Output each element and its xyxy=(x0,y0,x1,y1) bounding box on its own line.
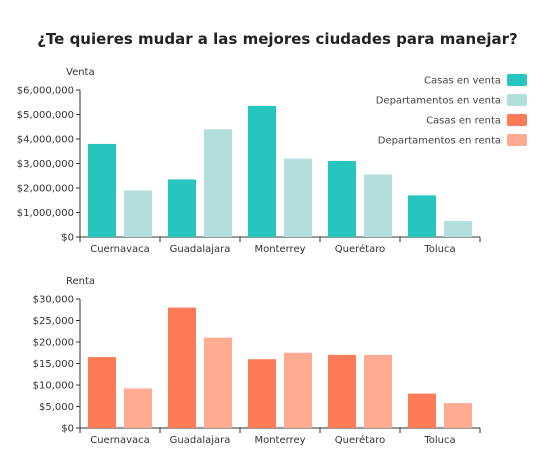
y-tick-label-venta: $2,000,000 xyxy=(17,184,74,195)
bar-casas-en-venta-queretaro xyxy=(328,161,356,237)
y-tick-label-venta: $6,000,000 xyxy=(17,86,74,97)
bar-casas-en-venta-guadalajara xyxy=(168,179,196,237)
y-tick-label-venta: $4,000,000 xyxy=(17,135,74,146)
y-tick-label-venta: $5,000,000 xyxy=(17,110,74,121)
x-tick-label-renta-toluca: Toluca xyxy=(423,435,455,446)
legend-label-casas-en-venta: Casas en venta xyxy=(424,76,501,87)
x-tick-label-renta-cuernavaca: Cuernavaca xyxy=(90,435,150,446)
bar-departamentos-en-venta-queretaro xyxy=(364,174,392,237)
y-tick-label-renta: $20,000 xyxy=(33,338,74,349)
bar-casas-en-renta-toluca xyxy=(408,393,436,428)
bar-casas-en-renta-cuernavaca xyxy=(88,357,116,428)
bar-casas-en-renta-monterrey xyxy=(248,359,276,428)
y-tick-label-renta: $10,000 xyxy=(33,381,74,392)
y-tick-label-renta: $15,000 xyxy=(33,359,74,370)
y-axis-label-venta: Venta xyxy=(66,67,95,78)
x-tick-label-venta-cuernavaca: Cuernavaca xyxy=(90,244,150,255)
y-tick-label-renta: $5,000 xyxy=(39,402,74,413)
x-tick-label-venta-toluca: Toluca xyxy=(423,244,455,255)
y-tick-label-renta: $25,000 xyxy=(33,316,74,327)
bar-departamentos-en-renta-queretaro xyxy=(364,354,392,428)
legend-label-departamentos-en-renta: Departamentos en renta xyxy=(378,136,501,147)
bar-departamentos-en-venta-guadalajara xyxy=(204,129,232,237)
legend-swatch-departamentos-en-renta xyxy=(507,134,527,146)
x-tick-label-venta-guadalajara: Guadalajara xyxy=(170,244,231,255)
legend-swatch-casas-en-venta xyxy=(507,74,527,86)
x-tick-label-renta-guadalajara: Guadalajara xyxy=(170,435,231,446)
legend-label-departamentos-en-venta: Departamentos en venta xyxy=(376,96,501,107)
y-axis-label-renta: Renta xyxy=(66,276,95,287)
y-tick-label-venta: $0 xyxy=(61,233,74,244)
chart-title: ¿Te quieres mudar a las mejores ciudades… xyxy=(37,30,518,48)
bar-departamentos-en-renta-guadalajara xyxy=(204,337,232,428)
bar-casas-en-venta-monterrey xyxy=(248,105,276,237)
legend-label-casas-en-renta: Casas en renta xyxy=(426,116,501,127)
bar-departamentos-en-venta-cuernavaca xyxy=(124,190,152,237)
x-tick-label-venta-queretaro: Querétaro xyxy=(335,243,385,255)
y-tick-label-renta: $30,000 xyxy=(33,295,74,306)
bar-casas-en-venta-toluca xyxy=(408,195,436,237)
x-tick-label-renta-monterrey: Monterrey xyxy=(254,435,305,446)
bar-departamentos-en-venta-monterrey xyxy=(284,158,312,237)
bar-departamentos-en-venta-toluca xyxy=(444,221,472,237)
bar-casas-en-renta-queretaro xyxy=(328,354,356,428)
y-tick-label-renta: $0 xyxy=(61,424,74,435)
bar-departamentos-en-renta-toluca xyxy=(444,403,472,428)
bar-casas-en-renta-guadalajara xyxy=(168,307,196,428)
y-tick-label-venta: $1,000,000 xyxy=(17,208,74,219)
legend-swatch-casas-en-renta xyxy=(507,114,527,126)
x-tick-label-venta-monterrey: Monterrey xyxy=(254,244,305,255)
bar-casas-en-venta-cuernavaca xyxy=(88,143,116,237)
bar-departamentos-en-renta-cuernavaca xyxy=(124,388,152,428)
legend-swatch-departamentos-en-venta xyxy=(507,94,527,106)
x-tick-label-renta-queretaro: Querétaro xyxy=(335,434,385,446)
bar-departamentos-en-renta-monterrey xyxy=(284,352,312,428)
y-tick-label-venta: $3,000,000 xyxy=(17,159,74,170)
